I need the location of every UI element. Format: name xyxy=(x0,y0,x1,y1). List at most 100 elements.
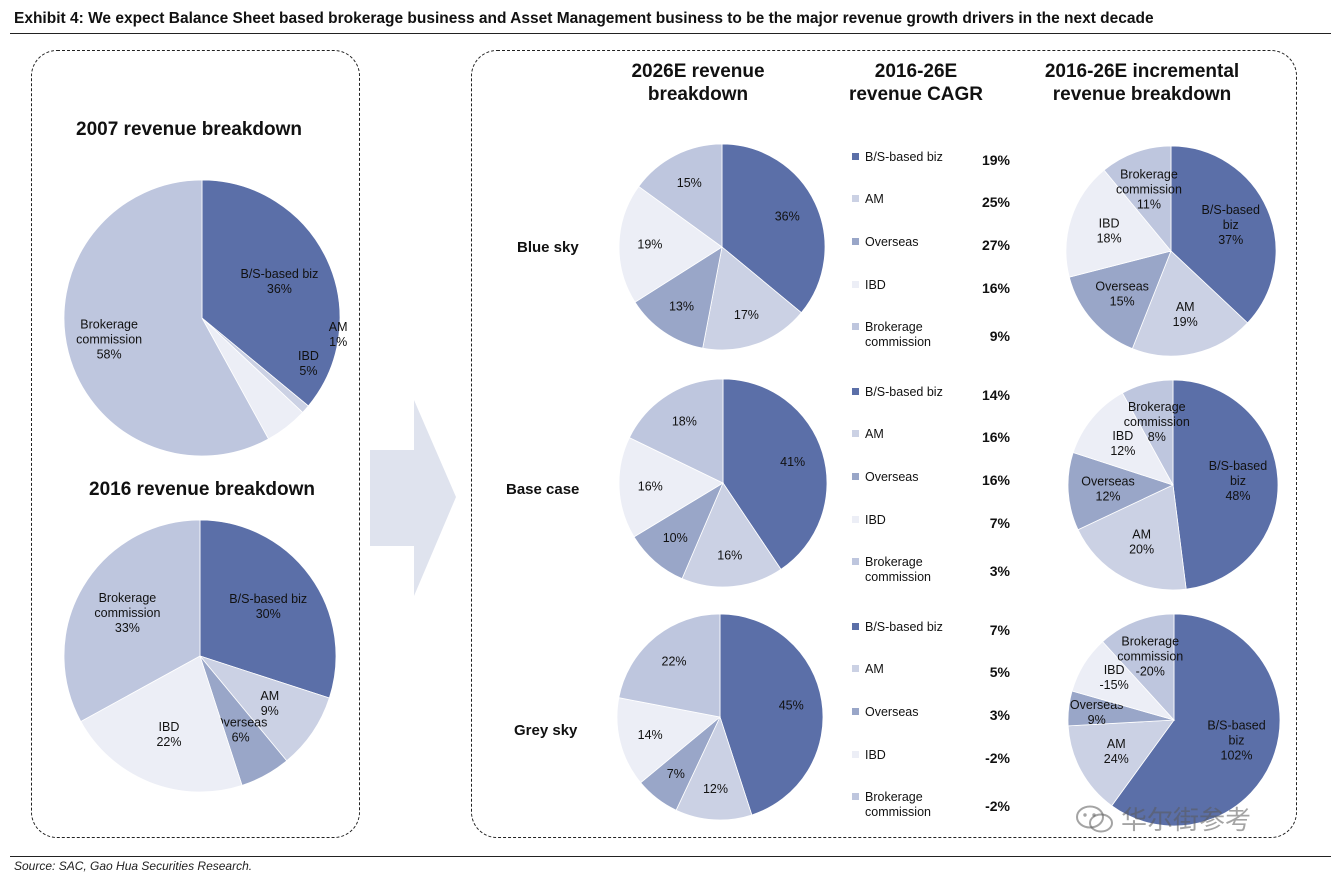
pie-label-am: 16% xyxy=(717,548,742,562)
scenario-label-grey-sky: Grey sky xyxy=(514,722,578,739)
legend-swatch xyxy=(852,281,859,288)
pie-label-b-s-based-biz: 45% xyxy=(779,699,804,713)
cagr-value-overseas: 27% xyxy=(981,237,1010,253)
pie-slice-b-s-based-biz xyxy=(201,179,341,407)
scenario-label-base-case: Base case xyxy=(506,481,580,498)
pie-slice-ibd xyxy=(616,697,721,784)
pie-slice-ibd xyxy=(618,185,723,303)
wechat-icon xyxy=(1076,805,1113,832)
pie-slice-overseas xyxy=(1068,250,1172,350)
cagr-value-am: 5% xyxy=(989,664,1010,680)
header-cagr-text: 2016-26E revenue CAGR xyxy=(848,61,984,105)
legend-item-ibd: IBD xyxy=(852,513,886,528)
header-cagr: 2016-26E revenue CAGR xyxy=(826,60,1006,106)
header-incremental: 2016-26E incremental revenue breakdown xyxy=(1022,60,1262,106)
watermark: 华尔街参考 xyxy=(1075,800,1251,837)
legend-item-am: AM xyxy=(852,662,884,677)
pie-title-2016: 2016 revenue breakdown xyxy=(89,479,315,500)
legend-swatch xyxy=(852,430,859,437)
pie-slice-b-s-based-biz xyxy=(1111,613,1281,827)
pie-slice-brokerage-commission xyxy=(63,179,270,457)
cagr-value-ibd: 16% xyxy=(981,280,1010,296)
pie-slice-ibd xyxy=(80,655,243,793)
legend-label: IBD xyxy=(865,278,886,292)
scenario-label-blue-sky: Blue sky xyxy=(517,239,579,256)
cagr-value-ibd: 7% xyxy=(989,515,1010,531)
pie-slice-b-s-based-biz xyxy=(1170,145,1277,324)
legend-item-b-s-based-biz: B/S-based biz xyxy=(852,620,943,635)
legend-label: B/S-based biz xyxy=(865,620,943,634)
projection-panel xyxy=(471,50,1297,838)
cagr-value-am: 25% xyxy=(981,194,1010,210)
pie-slice-b-s-based-biz xyxy=(199,519,337,699)
pie-slice-brokerage-commission xyxy=(1102,613,1175,722)
legend-swatch xyxy=(852,323,859,330)
legend-label: AM xyxy=(865,427,884,441)
cagr-value-overseas: 16% xyxy=(981,472,1010,488)
legend-label: B/S-based biz xyxy=(865,150,943,164)
legend-item-brokerage-commission: Brokerage commission xyxy=(852,555,931,585)
legend-item-am: AM xyxy=(852,427,884,442)
legend-label: AM xyxy=(865,192,884,206)
pie-chart-incremental-blue-sky: B/S-based biz 37% AM 19% Overseas 15% IBD 18% Bro… xyxy=(1065,145,1277,357)
pie-slice-am xyxy=(702,246,802,351)
pie-slice-b-s-based-biz xyxy=(719,613,824,816)
pie-slice-b-s-based-biz xyxy=(721,143,826,314)
pie-slice-am xyxy=(1077,484,1187,591)
pie-label-overseas: 7% xyxy=(667,767,685,781)
pie-slice-ibd xyxy=(1065,169,1172,278)
cagr-value-brokerage-commission: -2% xyxy=(985,798,1010,814)
legend-label: Overseas xyxy=(865,235,919,249)
pie-label-am: AM 9% xyxy=(260,689,279,718)
pie-label-ibd: 19% xyxy=(637,238,662,252)
pie-label-am: AM 20% xyxy=(1129,528,1154,557)
legend-item-ibd: IBD xyxy=(852,748,886,763)
pie-slice-b-s-based-biz xyxy=(1172,379,1279,590)
pie-slice-am xyxy=(1067,719,1175,807)
pie-label-b-s-based-biz: B/S-based biz 102% xyxy=(1207,718,1265,762)
pie-label-ibd: IBD 22% xyxy=(156,720,181,749)
pie-label-b-s-based-biz: B/S-based biz 37% xyxy=(1202,203,1260,247)
legend-label: AM xyxy=(865,662,884,676)
pie-label-brokerage-commission: 18% xyxy=(672,414,697,428)
legend-swatch xyxy=(852,238,859,245)
legend-item-b-s-based-biz: B/S-based biz xyxy=(852,150,943,165)
legend-swatch xyxy=(852,751,859,758)
source-note: Source: SAC, Gao Hua Securities Research… xyxy=(14,859,253,873)
legend-swatch xyxy=(852,388,859,395)
cagr-value-am: 16% xyxy=(981,429,1010,445)
pie-chart-2026-base-case: 41% 16% 10% 16% 18% xyxy=(618,378,828,588)
legend-item-b-s-based-biz: B/S-based biz xyxy=(852,385,943,400)
cagr-value-overseas: 3% xyxy=(989,707,1010,723)
pie-slice-brokerage-commission xyxy=(1103,145,1172,253)
pie-label-overseas: Overseas 12% xyxy=(1081,475,1135,504)
pie-label-ibd: IBD 5% xyxy=(298,349,319,378)
cagr-value-b-s-based-biz: 19% xyxy=(981,152,1010,168)
legend-label: B/S-based biz xyxy=(865,385,943,399)
pie-label-ibd: IBD -15% xyxy=(1100,663,1129,692)
pie-label-brokerage-commission: Brokerage commission -20% xyxy=(1117,635,1183,679)
pie-label-b-s-based-biz: B/S-based biz 48% xyxy=(1209,459,1267,503)
pie-title-2007: 2007 revenue breakdown xyxy=(76,119,302,140)
pie-chart-incremental-grey-sky: B/S-based biz 102%AM 24%Overseas 9%IBD -15%Br… xyxy=(1067,613,1281,827)
pie-slice-brokerage-commission xyxy=(1121,379,1174,486)
legend-label: Overseas xyxy=(865,470,919,484)
pie-label-overseas: 13% xyxy=(669,300,694,314)
pie-slice-am xyxy=(675,715,753,821)
legend-swatch xyxy=(852,516,859,523)
pie-label-am: 12% xyxy=(703,782,728,796)
legend-label: Brokerage commission xyxy=(865,790,931,819)
pie-slice-am xyxy=(681,482,782,588)
right-arrow-icon xyxy=(370,400,456,596)
cagr-value-brokerage-commission: 9% xyxy=(989,328,1010,344)
pie-slice-brokerage-commission xyxy=(628,378,724,484)
legend-item-overseas: Overseas xyxy=(852,470,919,485)
header-incremental-text: 2016-26E incremental revenue breakdown xyxy=(1044,61,1240,105)
legend-item-brokerage-commission: Brokerage commission xyxy=(852,320,931,350)
pie-label-brokerage-commission: Brokerage commission 33% xyxy=(94,591,160,635)
pie-chart-incremental-base-case: B/S-based biz 48% AM 20% Overseas 12% IBD 12%Bro… xyxy=(1067,379,1279,591)
pie-label-ibd: 14% xyxy=(638,728,663,742)
pie-label-b-s-based-biz: B/S-based biz 30% xyxy=(229,592,307,621)
cagr-value-b-s-based-biz: 7% xyxy=(989,622,1010,638)
legend-swatch xyxy=(852,623,859,630)
